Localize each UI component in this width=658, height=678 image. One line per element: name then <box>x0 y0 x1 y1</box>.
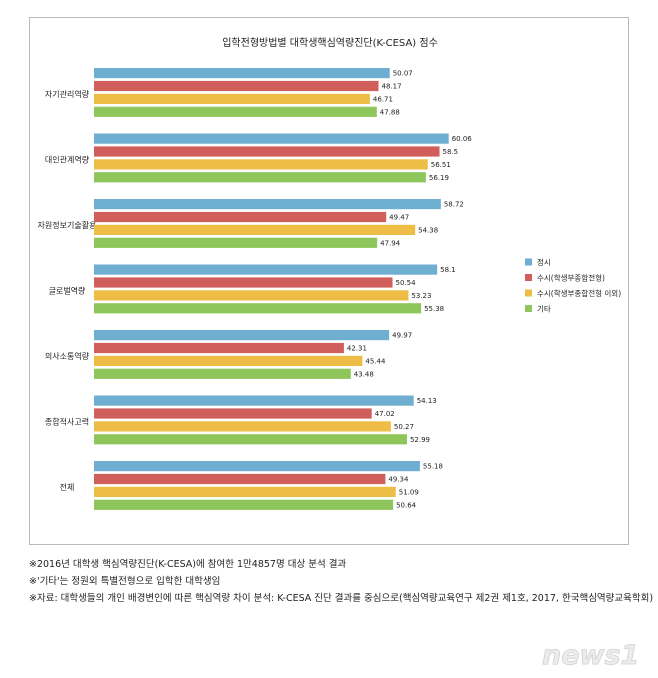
bar <box>94 368 351 379</box>
legend-swatch <box>525 274 532 281</box>
value-label: 58.1 <box>440 266 456 274</box>
value-label: 46.71 <box>373 96 393 104</box>
bar <box>94 395 414 406</box>
footnote-other-definition: ※'기타'는 정원외 특별전형으로 입학한 대학생임 <box>29 576 221 587</box>
bar <box>94 133 449 144</box>
bar <box>94 224 416 235</box>
bar <box>94 68 390 79</box>
category-label: 자기관리역량 <box>45 89 90 99</box>
value-label: 50.54 <box>396 279 417 287</box>
footnotes: ※2016년 대학생 핵심역량진단(K-CESA)에 참여한 1만4857명 대… <box>29 556 654 607</box>
value-label: 48.17 <box>382 83 402 91</box>
legend-label: 수시(학생부종합전형) <box>537 273 605 283</box>
watermark-text: news1 <box>542 640 639 671</box>
value-label: 54.38 <box>418 227 438 235</box>
bar <box>94 106 377 117</box>
bar <box>94 80 379 92</box>
value-label: 47.88 <box>380 108 400 116</box>
bar <box>94 303 422 314</box>
value-label: 55.18 <box>423 463 443 471</box>
legend-swatch <box>525 289 532 297</box>
category-label: 전체 <box>60 482 75 492</box>
bar <box>94 461 420 472</box>
bar <box>94 486 396 497</box>
bar <box>94 211 387 223</box>
value-label: 47.02 <box>375 410 395 418</box>
value-label: 52.99 <box>410 436 430 444</box>
value-label: 54.13 <box>417 397 437 405</box>
bar <box>94 159 428 170</box>
news1-watermark-logo: news1 <box>540 636 650 676</box>
bar <box>94 355 363 366</box>
category-label: 의사소통역량 <box>45 351 90 361</box>
value-label: 45.44 <box>365 358 386 366</box>
chart-title: 입학전형방법별 대학생핵심역량진단(K-CESA) 점수 <box>222 36 438 49</box>
value-label: 53.23 <box>411 292 431 300</box>
value-label: 50.27 <box>394 423 414 431</box>
bar <box>94 290 409 301</box>
legend-swatch <box>525 258 532 266</box>
value-label: 49.47 <box>389 214 409 222</box>
bar <box>94 199 441 210</box>
category-label: 대인관계역량 <box>45 154 90 164</box>
legend-label: 정시 <box>537 257 551 267</box>
value-label: 55.38 <box>424 305 444 313</box>
bar <box>94 330 390 341</box>
bar <box>94 408 372 419</box>
bar <box>94 146 440 157</box>
value-label: 50.07 <box>393 70 413 78</box>
bar <box>94 93 370 104</box>
bar <box>94 421 391 432</box>
value-label: 58.72 <box>444 201 464 209</box>
category-label: 종합적사고력 <box>45 416 89 426</box>
footnote-survey: ※2016년 대학생 핵심역량진단(K-CESA)에 참여한 1만4857명 대… <box>29 559 347 570</box>
value-label: 43.48 <box>354 370 374 378</box>
value-label: 58.5 <box>443 148 459 156</box>
legend-label: 기타 <box>537 305 551 314</box>
legend-swatch <box>525 305 532 312</box>
value-label: 42.31 <box>347 345 367 353</box>
bar <box>94 237 378 248</box>
value-label: 50.64 <box>396 501 417 509</box>
bar <box>94 277 393 288</box>
legend-label: 수시(학생부종합전형 이외) <box>537 288 621 298</box>
category-label: 자원정보기술활용 <box>38 220 97 230</box>
value-label: 60.06 <box>452 135 473 143</box>
bar <box>94 172 426 183</box>
value-label: 51.09 <box>399 489 419 497</box>
bar <box>94 473 386 485</box>
value-label: 56.51 <box>431 161 451 169</box>
value-label: 47.94 <box>380 239 401 247</box>
bar <box>94 264 438 275</box>
value-label: 49.34 <box>388 476 409 484</box>
bar <box>94 342 344 354</box>
bar <box>94 499 394 510</box>
bar <box>94 434 407 445</box>
value-label: 49.97 <box>392 332 412 340</box>
value-label: 56.19 <box>429 174 449 182</box>
category-label: 글로벌역량 <box>49 285 86 295</box>
footnote-source: ※자료: 대학생들의 개인 배경변인에 따른 핵심역량 차이 분석: K-CES… <box>29 593 654 604</box>
